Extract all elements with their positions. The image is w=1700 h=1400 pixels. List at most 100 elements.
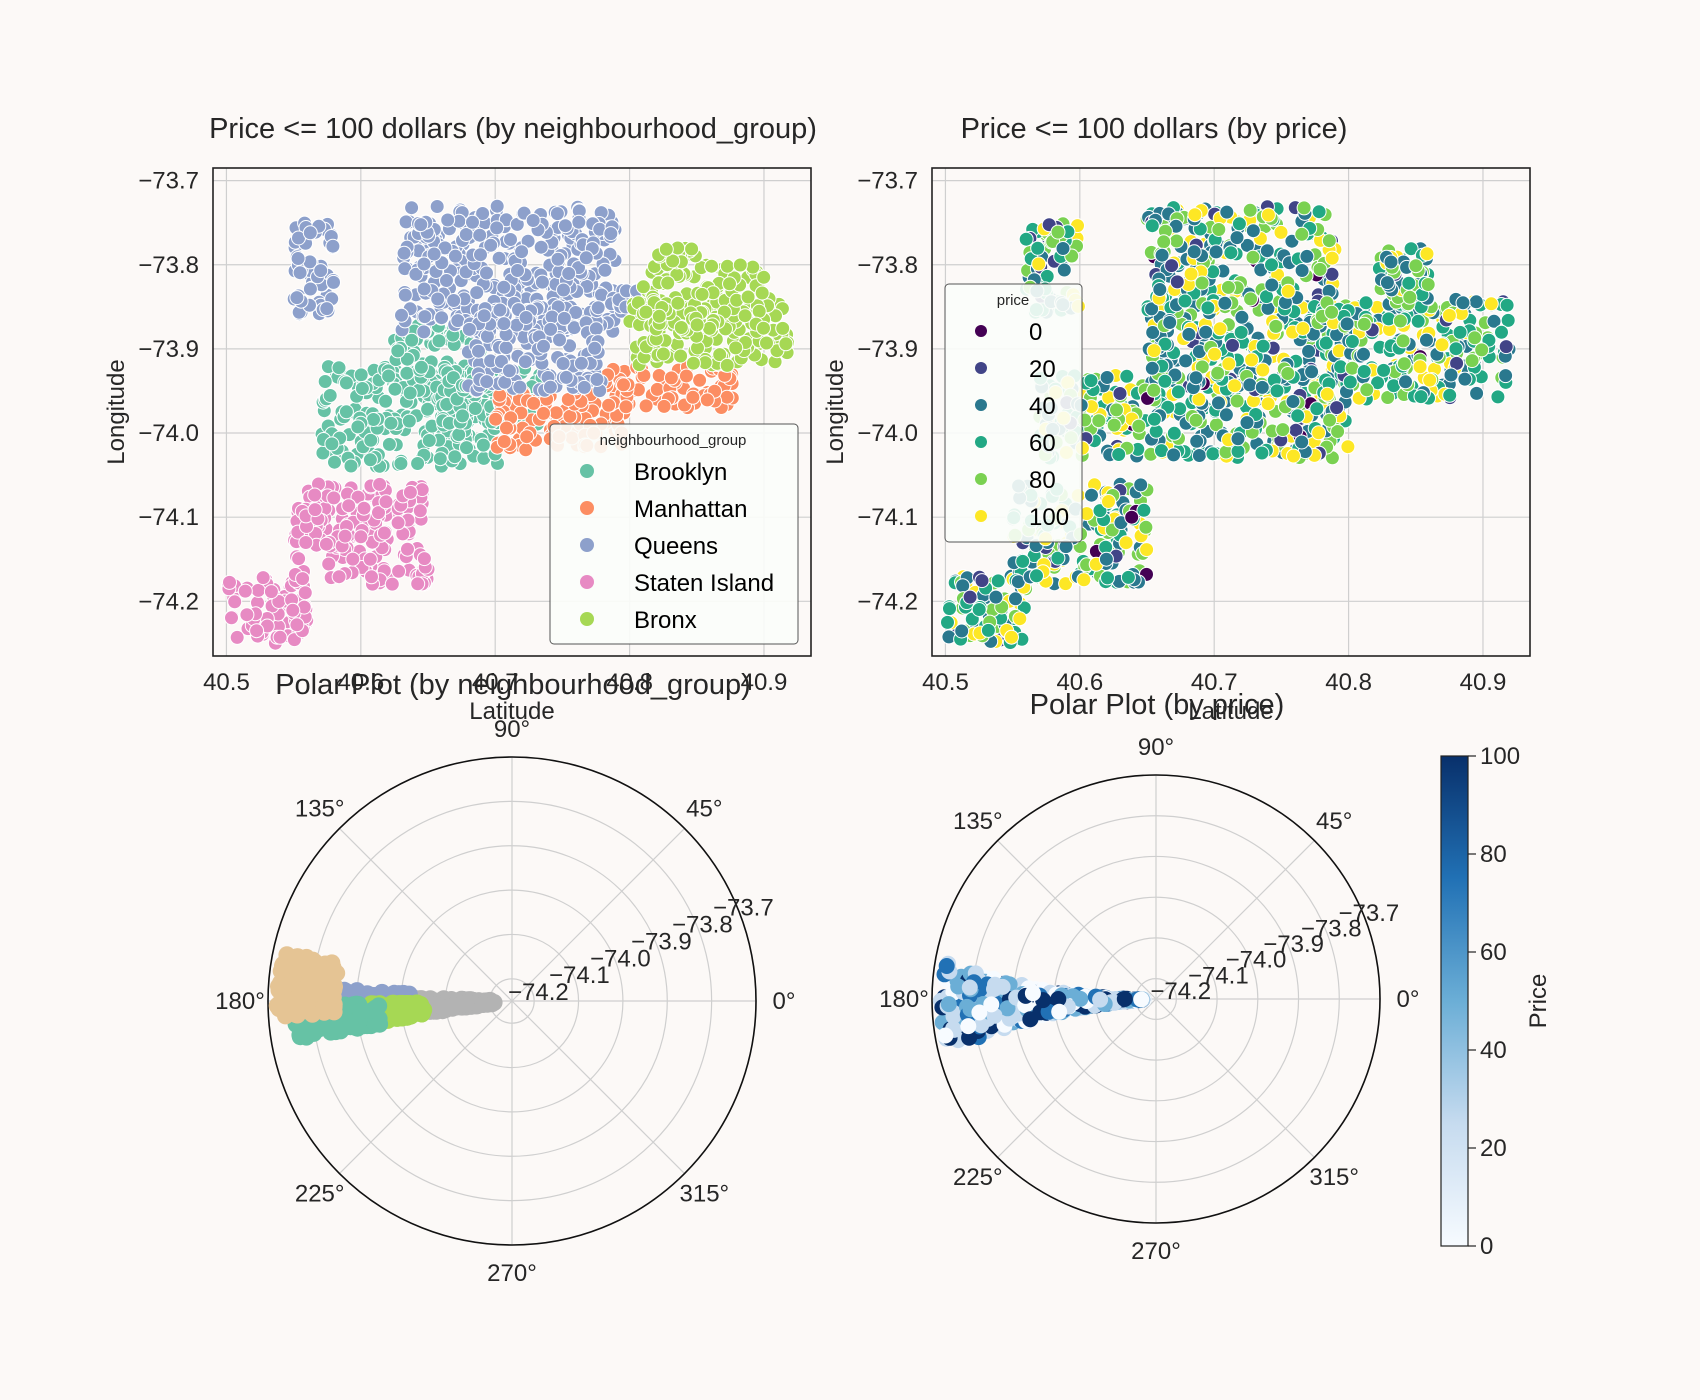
y-axis-label: Longitude xyxy=(822,359,849,464)
angle-tick-label: 180° xyxy=(879,986,929,1013)
scatter-point xyxy=(1299,248,1315,264)
scatter-point xyxy=(331,569,347,585)
scatter-point xyxy=(314,971,332,989)
scatter-point xyxy=(589,372,605,387)
legend-marker xyxy=(975,362,987,374)
legend-marker xyxy=(975,325,987,337)
scatter-point xyxy=(1452,324,1468,340)
scatter-point xyxy=(1392,313,1408,329)
scatter-point xyxy=(402,484,418,500)
scatter-point xyxy=(412,503,428,519)
scatter-point xyxy=(285,1002,303,1020)
scatter-point xyxy=(313,263,329,279)
scatter-point xyxy=(249,623,265,639)
legend-label: Brooklyn xyxy=(634,459,727,486)
y-tick-label: −73.8 xyxy=(138,252,199,279)
scatter-point xyxy=(354,381,370,396)
scatter-point xyxy=(426,246,442,262)
scatter-point xyxy=(372,476,388,492)
scatter-point xyxy=(1398,374,1413,390)
scatter-point xyxy=(1225,337,1240,353)
scatter-point xyxy=(1181,326,1197,342)
scatter-point xyxy=(404,332,420,348)
scatter-point xyxy=(578,250,594,266)
scatter-point xyxy=(474,996,492,1013)
scatter-point xyxy=(1217,295,1233,311)
scatter-point xyxy=(590,300,606,316)
scatter-point xyxy=(440,212,456,228)
scatter-point xyxy=(1322,412,1338,428)
scatter-point xyxy=(651,368,667,383)
scatter-point xyxy=(432,451,448,467)
scatter-point xyxy=(1166,425,1182,441)
scatter-point xyxy=(1441,307,1457,323)
radial-tick-labels: −74.2−74.1−74.0−73.9−73.8−73.7 xyxy=(508,894,774,1006)
scatter-point xyxy=(1015,553,1031,569)
scatter-point xyxy=(616,377,631,393)
scatter-point xyxy=(1498,339,1514,355)
scatter-point xyxy=(1340,439,1356,455)
angle-tick-label: 315° xyxy=(1309,1164,1359,1191)
scatter-point xyxy=(461,321,477,337)
scatter-point xyxy=(491,250,507,266)
scatter-point xyxy=(1321,233,1337,249)
polar-by-group-panel: 0°45°90°135°180°225°270°315° −74.2−74.1−… xyxy=(215,669,795,1287)
scatter-point xyxy=(366,412,381,427)
scatter-point xyxy=(1111,447,1127,462)
scatter-point xyxy=(961,979,978,996)
scatter-point xyxy=(526,395,542,411)
scatter-point xyxy=(1285,394,1301,409)
scatter-point xyxy=(1084,487,1099,503)
scatter-point xyxy=(1242,377,1258,393)
scatter-point xyxy=(1264,257,1279,273)
scatter-point xyxy=(678,368,694,384)
scatter-point xyxy=(1136,502,1152,518)
scatter-point xyxy=(990,573,1006,589)
angle-tick-label: 45° xyxy=(1316,808,1352,835)
scatter-point xyxy=(519,429,535,445)
scatter-point xyxy=(1178,353,1194,369)
scatter-point xyxy=(1304,364,1320,380)
scatter-point xyxy=(1169,233,1185,249)
scatter-point xyxy=(420,401,436,417)
scatter-point xyxy=(263,584,279,600)
scatter-point xyxy=(338,375,354,391)
colorbar-tick-label: 0 xyxy=(1480,1233,1493,1260)
scatter-point xyxy=(549,206,565,222)
scatter-point xyxy=(1055,241,1071,256)
radial-tick-label: −73.7 xyxy=(1338,900,1399,927)
scatter-point xyxy=(501,363,517,379)
scatter-point xyxy=(638,304,654,320)
scatter-point xyxy=(1448,341,1464,357)
scatter-point xyxy=(302,225,318,241)
y-tick-label: −74.2 xyxy=(138,588,199,615)
scatter-point xyxy=(1255,338,1271,354)
angle-gridline xyxy=(1155,998,1315,1158)
scatter-point xyxy=(307,487,323,503)
scatter-point xyxy=(938,958,955,974)
chart-title: Price <= 100 dollars (by price) xyxy=(961,113,1348,145)
scatter-point xyxy=(416,281,432,297)
scatter-point xyxy=(1356,364,1372,379)
angle-tick-label: 225° xyxy=(295,1180,345,1207)
scatter-point xyxy=(1208,244,1224,260)
scatter-point xyxy=(276,977,293,995)
scatter-point xyxy=(337,528,353,544)
y-tick-label: −73.7 xyxy=(857,168,918,195)
scatter-point xyxy=(658,241,674,257)
scatter-point xyxy=(1260,207,1276,223)
scatter-point xyxy=(1468,294,1484,310)
scatter-point xyxy=(318,536,334,552)
scatter-point xyxy=(473,247,488,263)
scatter-point xyxy=(378,393,394,409)
scatter-point xyxy=(1220,279,1236,295)
scatter-point xyxy=(450,313,466,329)
scatter-point xyxy=(722,276,737,292)
scatter-point xyxy=(455,408,470,424)
scatter-point xyxy=(1139,542,1155,558)
scatter-point xyxy=(603,226,619,242)
scatter-point xyxy=(587,340,603,356)
radial-tick-labels: −74.2−74.1−74.0−73.9−73.8−73.7 xyxy=(1150,900,1399,1005)
polar-by-price-panel: 0°45°90°135°180°225°270°315° −74.2−74.1−… xyxy=(879,689,1552,1265)
